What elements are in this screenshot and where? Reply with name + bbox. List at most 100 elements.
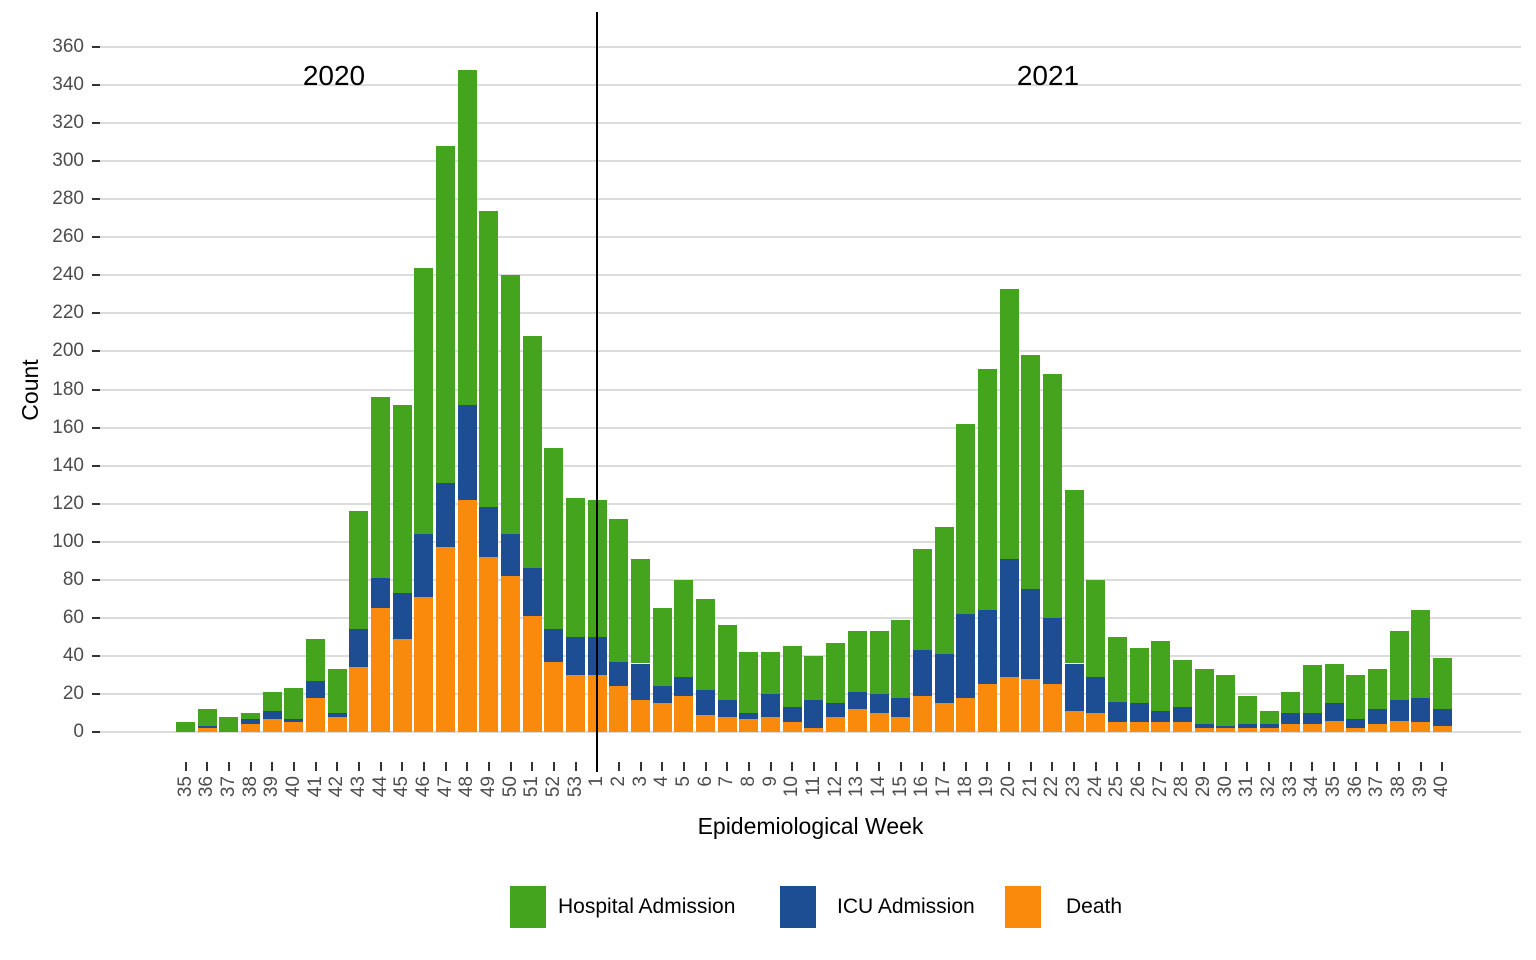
bar-2021-week-24-death [1086, 712, 1106, 732]
bar-2020-week-52-hospital-admission [544, 448, 564, 630]
bar-2021-week-5-hospital-admission [674, 579, 694, 677]
bar-2021-week-34-death [1302, 724, 1322, 732]
x-tick-2021-week-38 [1398, 762, 1401, 771]
bar-2020-week-44-icu-admission [371, 577, 391, 609]
bar-2020-week-53-death [566, 674, 586, 732]
x-tick-2020-week-37 [227, 762, 230, 771]
bar-2021-week-6-icu-admission [696, 690, 716, 715]
bar-2020-week-36-death [197, 728, 217, 732]
x-tick-2020-week-36 [206, 762, 209, 771]
x-tick-2020-week-47 [444, 762, 447, 771]
x-tick-2021-week-24 [1094, 762, 1097, 771]
bar-2021-week-40-death [1432, 726, 1452, 732]
bar-2021-week-24-icu-admission [1086, 676, 1106, 713]
bar-2020-week-41-hospital-admission [306, 638, 326, 681]
x-tick-2020-week-50 [509, 762, 512, 771]
bar-2021-week-40-icu-admission [1432, 709, 1452, 727]
year-annotation-2021: 2021 [1016, 60, 1080, 91]
bar-2021-week-14-icu-admission [869, 693, 889, 713]
x-tick-2021-week-39 [1419, 762, 1422, 771]
y-tick-label-280: 280 [52, 188, 84, 210]
bar-2021-week-25-hospital-admission [1107, 636, 1127, 702]
x-tick-2021-week-27 [1159, 762, 1162, 771]
bar-2021-week-26-icu-admission [1129, 703, 1149, 723]
bar-2020-week-39-hospital-admission [262, 692, 282, 712]
legend-swatch-icu-admission [780, 886, 816, 928]
x-tick-2021-week-19 [986, 762, 989, 771]
bar-2021-week-11-icu-admission [804, 699, 824, 729]
bar-2021-week-18-icu-admission [956, 614, 976, 698]
gridline-y-200 [100, 350, 1521, 353]
y-tick-label-120: 120 [52, 492, 84, 514]
x-tick-2020-week-44 [379, 762, 382, 771]
y-tick-320 [92, 122, 100, 125]
bar-2021-week-17-death [934, 703, 954, 732]
x-tick-2021-week-22 [1051, 762, 1054, 771]
bar-2021-week-6-death [696, 714, 716, 732]
bar-2021-week-29-icu-admission [1194, 724, 1214, 729]
x-tick-2021-week-9 [769, 762, 772, 771]
bar-2021-week-9-icu-admission [761, 693, 781, 717]
bar-2021-week-26-hospital-admission [1129, 648, 1149, 704]
x-tick-2021-week-5 [682, 762, 685, 771]
legend-label-death: Death [1066, 895, 1123, 918]
bar-2021-week-27-death [1151, 722, 1171, 732]
bar-2021-week-18-death [956, 697, 976, 732]
bar-2021-week-29-death [1194, 728, 1214, 732]
y-tick-label-320: 320 [52, 112, 84, 134]
bar-2020-week-36-icu-admission [197, 726, 217, 729]
bar-2021-week-23-death [1064, 711, 1084, 732]
bar-2020-week-52-death [544, 661, 564, 732]
bar-2021-week-33-hospital-admission [1281, 692, 1301, 713]
gridline-y-220 [100, 312, 1521, 315]
y-tick-label-0: 0 [73, 721, 84, 742]
bar-2020-week-38-hospital-admission [241, 712, 261, 719]
bar-2020-week-49-death [479, 556, 499, 732]
x-tick-2021-week-6 [704, 762, 707, 771]
bar-2021-week-17-icu-admission [934, 653, 954, 704]
x-tick-2021-week-10 [791, 762, 794, 771]
y-tick-label-20: 20 [62, 682, 84, 704]
bar-2021-week-29-hospital-admission [1194, 669, 1214, 725]
bar-2020-week-38-icu-admission [241, 718, 261, 725]
y-tick-20 [92, 692, 100, 695]
bar-2021-week-32-icu-admission [1259, 724, 1279, 729]
gridline-y-80 [100, 578, 1521, 581]
bar-2020-week-48-hospital-admission [457, 69, 477, 405]
bar-2021-week-20-death [999, 676, 1019, 732]
bar-2021-week-4-icu-admission [652, 686, 672, 704]
bar-2021-week-36-hospital-admission [1346, 674, 1366, 719]
bar-2021-week-22-hospital-admission [1042, 374, 1062, 618]
bar-2020-week-44-hospital-admission [371, 397, 391, 578]
bar-2021-week-19-hospital-admission [977, 368, 997, 611]
bar-2021-week-36-death [1346, 728, 1366, 732]
gridline-y-180 [100, 388, 1521, 391]
x-tick-2020-week-40 [292, 762, 295, 771]
bar-2021-week-9-hospital-admission [761, 652, 781, 694]
bar-2021-week-23-hospital-admission [1064, 490, 1084, 664]
year-annotation-2020: 2020 [302, 60, 366, 91]
bar-2021-week-16-icu-admission [912, 650, 932, 696]
bar-2021-week-39-death [1411, 722, 1431, 732]
bar-2020-week-48-death [457, 499, 477, 732]
bar-2021-week-37-death [1367, 724, 1387, 732]
bar-2020-week-43-death [349, 667, 369, 732]
x-tick-2021-week-3 [639, 762, 642, 771]
gridline-y-240 [100, 274, 1521, 277]
bar-2021-week-36-icu-admission [1346, 718, 1366, 729]
bar-2021-week-15-hospital-admission [891, 619, 911, 698]
bar-2020-week-35-hospital-admission [176, 722, 195, 732]
bar-2020-week-47-death [436, 547, 456, 732]
bar-2020-week-51-death [522, 615, 542, 732]
y-tick-240 [92, 274, 100, 277]
gridline-y-280 [100, 198, 1521, 201]
bar-2021-week-17-hospital-admission [934, 526, 954, 654]
x-tick-2021-week-35 [1333, 762, 1336, 771]
bar-2021-week-39-icu-admission [1411, 697, 1431, 723]
x-tick-2021-week-36 [1354, 762, 1357, 771]
bar-2021-week-32-hospital-admission [1259, 711, 1279, 725]
x-tick-2020-week-53 [574, 762, 577, 771]
x-tick-2021-week-8 [747, 762, 750, 771]
bar-2020-week-43-icu-admission [349, 629, 369, 668]
bar-2021-week-3-hospital-admission [631, 558, 651, 664]
